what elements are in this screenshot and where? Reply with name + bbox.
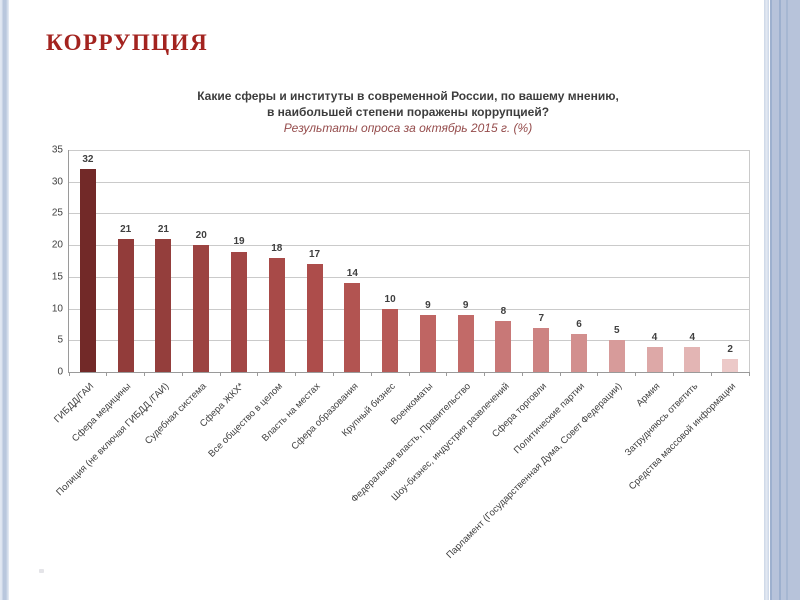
chart-title-line-1: Какие сферы и институты в современной Ро… bbox=[197, 89, 619, 103]
axis-tick bbox=[710, 372, 712, 376]
bar bbox=[193, 245, 210, 372]
x-category-label: Все общество в целом bbox=[205, 381, 285, 460]
axis-tick bbox=[106, 372, 108, 376]
axis-tick bbox=[332, 372, 334, 376]
bar-value-label: 10 bbox=[384, 293, 396, 305]
y-tick-label: 20 bbox=[51, 239, 63, 251]
y-tick-label: 0 bbox=[57, 366, 63, 378]
x-category-label: Армия bbox=[634, 381, 663, 410]
bar bbox=[155, 238, 172, 372]
plot-area: 0 5 10 15 20 25 30 35 32 ГИБДД/ГАИ 21 Сфера медицин… bbox=[52, 145, 750, 561]
x-category-label: Сфера образования bbox=[288, 381, 361, 453]
bar-value-label: 32 bbox=[82, 154, 94, 166]
bar-value-label: 7 bbox=[538, 312, 544, 324]
gridline bbox=[69, 340, 749, 342]
chart-title: Какие сферы и институты в современной Ро… bbox=[68, 88, 748, 120]
axis-tick bbox=[484, 372, 486, 376]
bar bbox=[268, 257, 285, 372]
axis-tick bbox=[408, 372, 410, 376]
axis-tick bbox=[446, 372, 448, 376]
x-category-label: Политические партии bbox=[511, 381, 587, 457]
right-thin-stripe bbox=[764, 0, 769, 600]
bar-value-label: 9 bbox=[462, 299, 469, 311]
footnote-mark bbox=[39, 569, 44, 573]
y-tick-label: 35 bbox=[51, 144, 63, 156]
axis-tick bbox=[68, 372, 70, 376]
bar bbox=[382, 308, 399, 372]
chart-subtitle: Результаты опроса за октябрь 2015 г. (%) bbox=[283, 121, 533, 135]
gridline bbox=[69, 245, 749, 247]
axis-tick bbox=[295, 372, 297, 376]
axis-tick bbox=[521, 372, 523, 376]
bar bbox=[79, 169, 96, 372]
bar-value-label: 19 bbox=[233, 236, 245, 248]
bar-value-label: 21 bbox=[157, 223, 169, 235]
bar-value-label: 8 bbox=[500, 306, 507, 318]
bar-value-label: 2 bbox=[727, 344, 733, 356]
bar-value-label: 14 bbox=[346, 268, 358, 280]
y-tick-label: 10 bbox=[51, 303, 63, 315]
bar bbox=[306, 264, 323, 372]
gridline bbox=[69, 181, 749, 183]
chart-title-line-2: в наибольшей степени поражены коррупцией… bbox=[266, 105, 550, 119]
axis-tick bbox=[219, 372, 221, 376]
axis-tick bbox=[748, 372, 750, 376]
bar-value-label: 20 bbox=[195, 230, 207, 242]
right-band-line bbox=[786, 0, 788, 600]
bar bbox=[344, 283, 361, 372]
bar-value-label: 9 bbox=[425, 299, 431, 311]
bar-value-label: 6 bbox=[576, 318, 582, 330]
slide-title: КОРРУПЦИЯ bbox=[46, 30, 209, 55]
bar bbox=[722, 359, 739, 372]
bar bbox=[419, 314, 436, 372]
bar bbox=[231, 251, 247, 372]
bar bbox=[117, 238, 134, 372]
y-tick-label: 30 bbox=[51, 176, 63, 188]
axis-tick bbox=[181, 372, 183, 376]
bar bbox=[495, 321, 512, 372]
gridline bbox=[69, 150, 749, 151]
bar bbox=[646, 346, 663, 372]
x-category-label: Парламент (Государственная Дума, Совет Ф… bbox=[444, 381, 625, 561]
gridline bbox=[69, 308, 749, 310]
bar bbox=[571, 333, 587, 372]
bar bbox=[684, 346, 701, 372]
bar bbox=[457, 314, 474, 372]
axis-tick bbox=[559, 372, 561, 376]
axis-tick bbox=[370, 372, 372, 376]
axis-tick bbox=[635, 372, 637, 376]
gridline bbox=[69, 276, 749, 278]
axis-tick bbox=[672, 372, 674, 376]
bar-value-label: 4 bbox=[651, 331, 658, 343]
gridline bbox=[69, 213, 749, 215]
y-tick-label: 15 bbox=[51, 271, 63, 283]
bar-value-label: 5 bbox=[613, 325, 620, 337]
axis-tick bbox=[144, 372, 146, 376]
right-border-band bbox=[770, 0, 800, 600]
x-category-label: Затрудняюсь ответить bbox=[622, 381, 701, 459]
right-band-line bbox=[779, 0, 781, 600]
axis-tick bbox=[597, 372, 599, 376]
bar bbox=[533, 327, 550, 372]
left-border-stripe bbox=[0, 0, 9, 600]
bar-value-label: 17 bbox=[308, 249, 321, 261]
bar-value-label: 4 bbox=[689, 331, 696, 343]
bar bbox=[608, 340, 625, 372]
bar-value-label: 18 bbox=[271, 242, 283, 254]
y-tick-label: 25 bbox=[51, 207, 63, 219]
bar-value-label: 21 bbox=[120, 223, 132, 235]
axis-tick bbox=[257, 372, 259, 376]
y-tick-label: 5 bbox=[57, 334, 63, 346]
